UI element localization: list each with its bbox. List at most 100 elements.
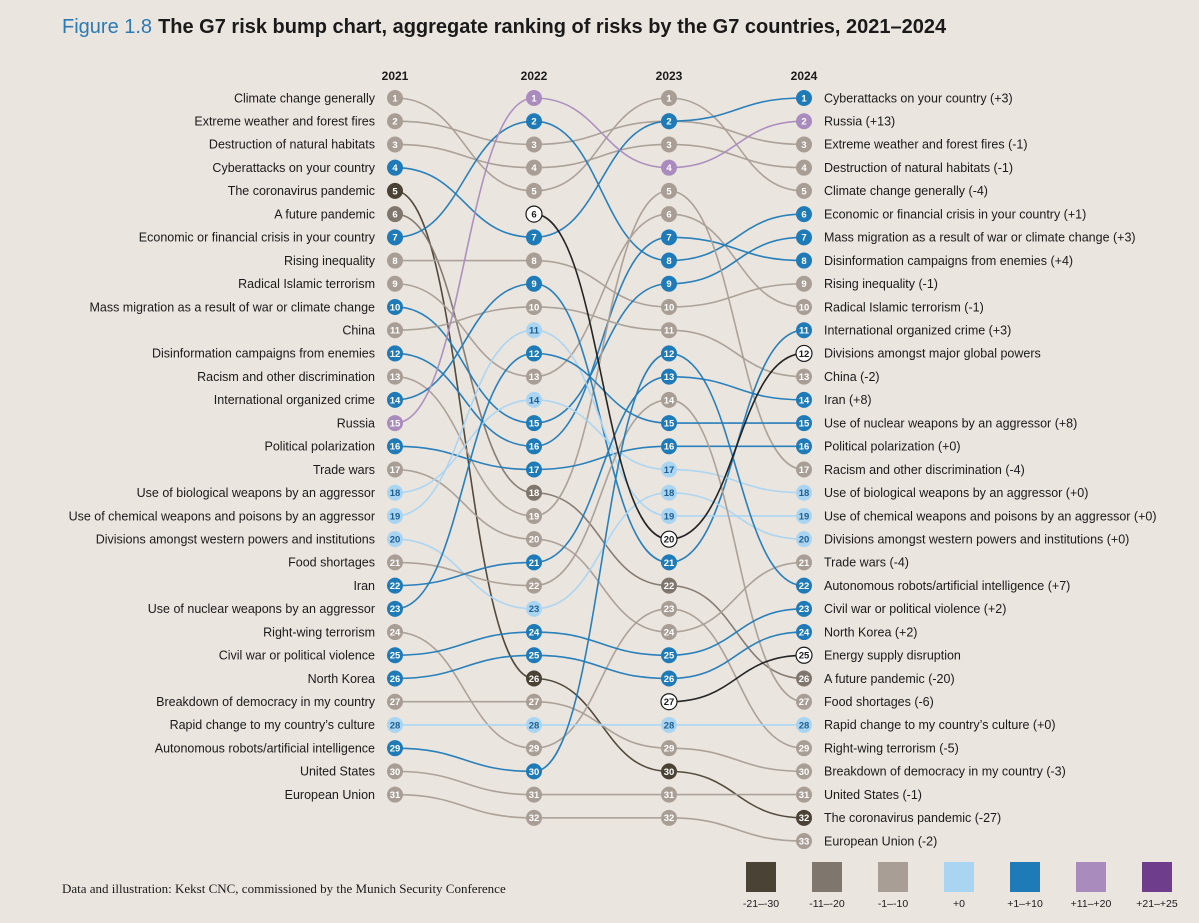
rank-node <box>796 740 812 757</box>
rank-number: 20 <box>529 535 540 546</box>
right-label: Disinformation campaigns from enemies (+… <box>824 254 1073 268</box>
rank-node <box>796 600 812 617</box>
chart-title: Figure 1.8 The G7 risk bump chart, aggreg… <box>62 16 946 39</box>
rank-number: 14 <box>390 395 401 406</box>
legend-swatch <box>1076 862 1106 892</box>
left-label: Destruction of natural habitats <box>209 138 375 152</box>
rank-number: 30 <box>664 767 675 778</box>
rank-node <box>526 438 542 455</box>
right-label: Radical Islamic terrorism (-1) <box>824 300 984 314</box>
right-label: Civil war or political violence (+2) <box>824 602 1006 616</box>
right-label: Autonomous robots/artificial intelligenc… <box>824 579 1070 593</box>
rank-node <box>387 507 403 524</box>
series-line <box>394 352 805 773</box>
rank-node <box>387 740 403 757</box>
series-line <box>394 143 805 169</box>
left-label: European Union <box>285 788 375 802</box>
right-label: Breakdown of democracy in my country (-3… <box>824 765 1066 779</box>
rank-node <box>661 368 677 385</box>
rank-node <box>796 624 812 641</box>
rank-node <box>387 391 403 408</box>
rank-node <box>796 322 812 339</box>
year-header: 2024 <box>791 69 818 83</box>
rank-number: 9 <box>801 279 806 290</box>
rank-node <box>387 206 403 223</box>
rank-node <box>526 531 542 548</box>
rank-node <box>661 740 677 757</box>
rank-number: 14 <box>799 395 810 406</box>
rank-node <box>796 368 812 385</box>
left-label: Trade wars <box>313 463 375 477</box>
rank-number: 26 <box>664 674 675 685</box>
right-label: Climate change generally (-4) <box>824 184 988 198</box>
rank-number: 30 <box>529 767 540 778</box>
rank-number: 14 <box>529 395 540 406</box>
rank-number: 27 <box>799 697 810 708</box>
rank-node <box>387 252 403 269</box>
rank-node <box>526 90 542 106</box>
rank-nodes: 1515232334344721526303261822267286881099… <box>387 90 813 850</box>
right-label: Divisions amongst major global powers <box>824 347 1041 361</box>
year-header: 2022 <box>521 69 548 83</box>
rank-number: 15 <box>664 418 675 429</box>
left-label: A future pandemic <box>274 207 375 221</box>
rank-number: 26 <box>529 674 540 685</box>
series-line <box>533 213 805 540</box>
rank-node <box>661 507 677 524</box>
legend-label: +1–+10 <box>1007 898 1043 910</box>
rank-node <box>796 716 812 733</box>
rank-node <box>795 646 813 664</box>
left-label: Cyberattacks on your country <box>212 161 375 175</box>
rank-node <box>387 275 403 292</box>
left-label: Political polarization <box>265 440 376 454</box>
rank-node <box>661 182 677 199</box>
rank-number: 28 <box>664 720 675 731</box>
rank-number: 1 <box>392 93 398 104</box>
left-label: China <box>342 324 375 338</box>
rank-node <box>661 229 677 246</box>
rank-number: 20 <box>799 535 810 546</box>
rank-node <box>526 415 542 432</box>
legend-swatch <box>944 862 974 892</box>
rank-number: 5 <box>801 186 807 197</box>
left-label: Radical Islamic terrorism <box>238 277 375 291</box>
rank-number: 12 <box>390 349 401 360</box>
rank-node <box>661 484 677 501</box>
series-line <box>394 631 805 680</box>
year-header: 2023 <box>656 69 683 83</box>
right-label: Food shortages (-6) <box>824 695 934 709</box>
rank-node <box>387 136 403 153</box>
left-label: Right-wing terrorism <box>263 625 375 639</box>
right-label: International organized crime (+3) <box>824 324 1011 338</box>
rank-node <box>661 809 677 826</box>
rank-node <box>796 693 812 710</box>
rank-number: 20 <box>664 535 675 546</box>
rank-number: 1 <box>801 93 807 104</box>
rank-node <box>661 136 677 153</box>
rank-number: 25 <box>799 651 810 662</box>
rank-number: 7 <box>666 233 671 244</box>
rank-number: 30 <box>390 767 401 778</box>
left-label: Food shortages <box>288 556 375 570</box>
rank-number: 23 <box>390 604 401 615</box>
rank-node <box>796 298 812 315</box>
rank-number: 27 <box>664 697 675 708</box>
rank-node <box>661 252 677 269</box>
legend-swatch <box>812 862 842 892</box>
rank-number: 15 <box>390 418 401 429</box>
rank-number: 3 <box>801 140 806 151</box>
series-line <box>394 213 805 378</box>
rank-number: 30 <box>799 767 810 778</box>
rank-number: 1 <box>531 93 537 104</box>
rank-number: 6 <box>666 210 671 221</box>
left-label: International organized crime <box>214 393 375 407</box>
year-header: 2021 <box>382 69 409 83</box>
rank-node <box>526 391 542 408</box>
right-label: Cyberattacks on your country (+3) <box>824 91 1013 105</box>
rank-number: 5 <box>392 186 398 197</box>
rank-number: 20 <box>390 535 401 546</box>
rank-node <box>387 438 403 455</box>
rank-node <box>661 577 677 594</box>
rank-number: 29 <box>529 744 540 755</box>
